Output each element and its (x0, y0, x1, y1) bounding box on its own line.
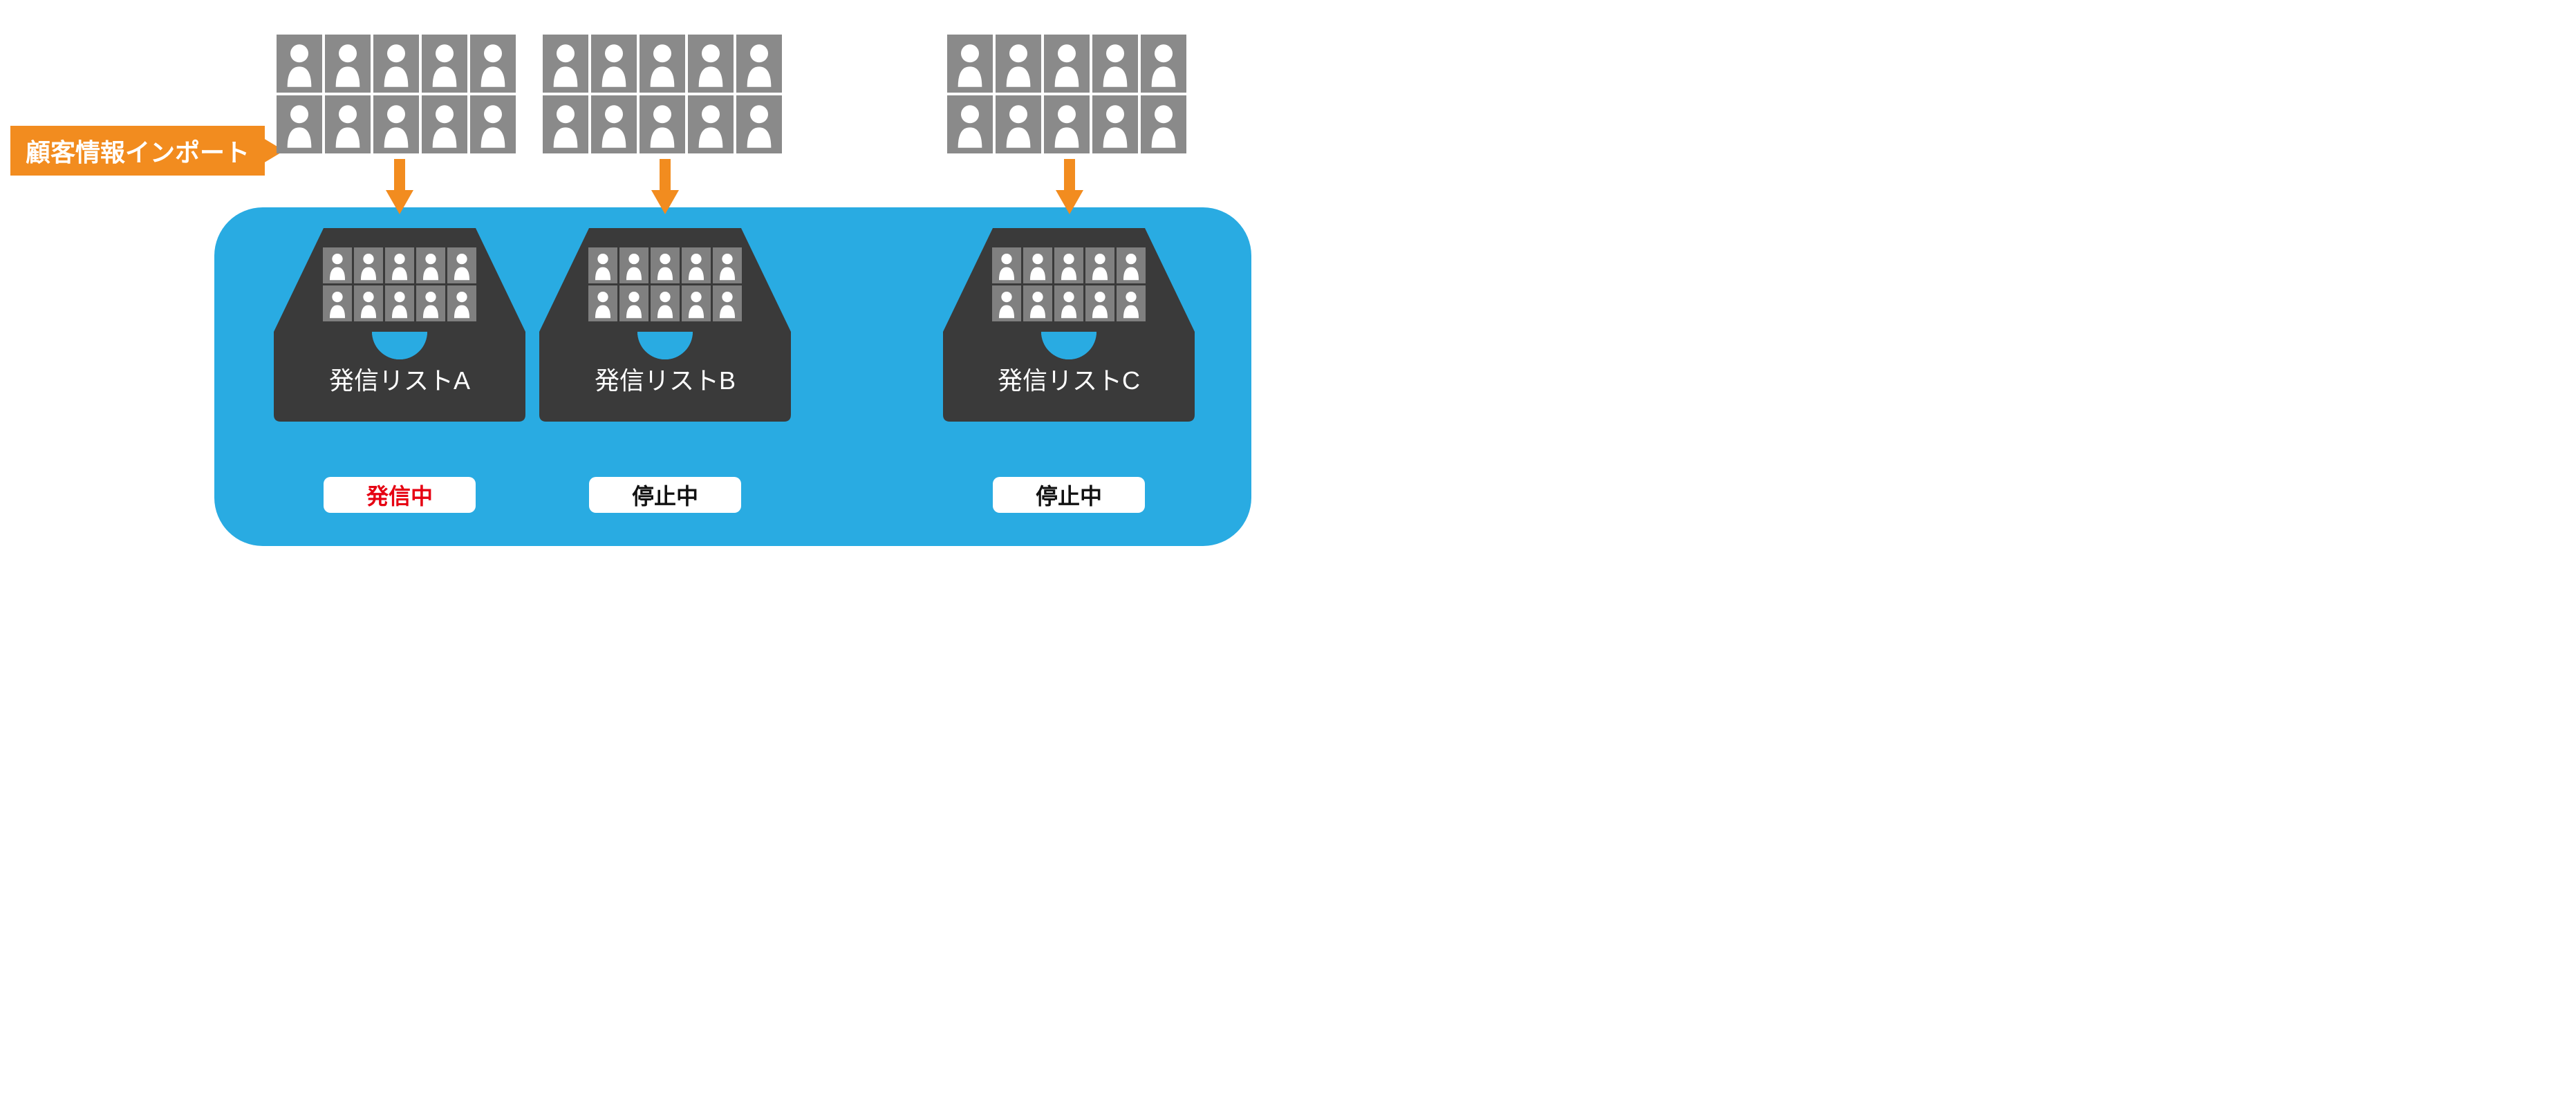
user-icon (992, 285, 1021, 321)
user-icon (619, 247, 648, 283)
user-icon (543, 35, 588, 93)
user-icon (416, 285, 445, 321)
user-icon (1023, 247, 1052, 283)
inbox-user-grid (323, 247, 476, 321)
user-icon (1044, 95, 1090, 153)
inbox-label: 発信リストA (268, 361, 531, 397)
user-icon (325, 95, 371, 153)
user-icon (1141, 35, 1186, 93)
import-arrow-icon (1056, 159, 1083, 214)
user-icon (713, 285, 742, 321)
user-icon (1054, 285, 1083, 321)
user-icon (277, 35, 322, 93)
user-icon (1085, 247, 1114, 283)
user-icon (682, 247, 711, 283)
user-icon (947, 95, 993, 153)
user-icon (422, 95, 467, 153)
user-icon (416, 247, 445, 283)
user-icon (1092, 95, 1138, 153)
user-icon (640, 95, 685, 153)
user-icon (373, 35, 419, 93)
user-icon (651, 247, 680, 283)
user-icon (591, 95, 637, 153)
user-icon (323, 247, 352, 283)
user-icon (996, 35, 1041, 93)
status-text: 停止中 (1036, 479, 1102, 511)
user-icon (1141, 95, 1186, 153)
user-icon (1044, 35, 1090, 93)
inbox-user-grid (992, 247, 1146, 321)
user-icon (470, 95, 516, 153)
user-icon (1117, 285, 1146, 321)
user-icon (947, 35, 993, 93)
import-arrow-icon (651, 159, 679, 214)
status-text: 停止中 (632, 479, 698, 511)
customer-grid (277, 35, 516, 153)
user-icon (688, 95, 734, 153)
import-arrow-icon (386, 159, 413, 214)
inbox-user-grid (588, 247, 742, 321)
user-icon (277, 95, 322, 153)
user-icon (385, 285, 414, 321)
user-icon (682, 285, 711, 321)
customer-grid (947, 35, 1186, 153)
user-icon (1092, 35, 1138, 93)
user-icon (385, 247, 414, 283)
user-icon (422, 35, 467, 93)
user-icon (996, 95, 1041, 153)
user-icon (1085, 285, 1114, 321)
callout-text: 顧客情報インポート (26, 138, 250, 167)
status-stopped: 停止中 (589, 477, 741, 513)
user-icon (688, 35, 734, 93)
user-icon (447, 247, 476, 283)
user-icon (1023, 285, 1052, 321)
user-icon (323, 285, 352, 321)
user-icon (373, 95, 419, 153)
user-icon (354, 247, 383, 283)
user-icon (619, 285, 648, 321)
user-icon (325, 35, 371, 93)
status-active: 発信中 (324, 477, 476, 513)
customer-grid (543, 35, 782, 153)
user-icon (992, 247, 1021, 283)
call-list-inbox: 発信リストC (937, 221, 1200, 422)
user-icon (736, 35, 782, 93)
inbox-label: 発信リストB (534, 361, 796, 397)
status-text: 発信中 (366, 479, 433, 511)
status-stopped: 停止中 (993, 477, 1145, 513)
inbox-label: 発信リストC (937, 361, 1200, 397)
user-icon (354, 285, 383, 321)
user-icon (588, 285, 617, 321)
user-icon (588, 247, 617, 283)
user-icon (1117, 247, 1146, 283)
call-list-inbox: 発信リストB (534, 221, 796, 422)
user-icon (1054, 247, 1083, 283)
user-icon (713, 247, 742, 283)
call-list-inbox: 発信リストA (268, 221, 531, 422)
user-icon (447, 285, 476, 321)
user-icon (640, 35, 685, 93)
user-icon (651, 285, 680, 321)
import-callout: 顧客情報インポート (10, 126, 265, 176)
user-icon (470, 35, 516, 93)
user-icon (736, 95, 782, 153)
user-icon (543, 95, 588, 153)
user-icon (591, 35, 637, 93)
